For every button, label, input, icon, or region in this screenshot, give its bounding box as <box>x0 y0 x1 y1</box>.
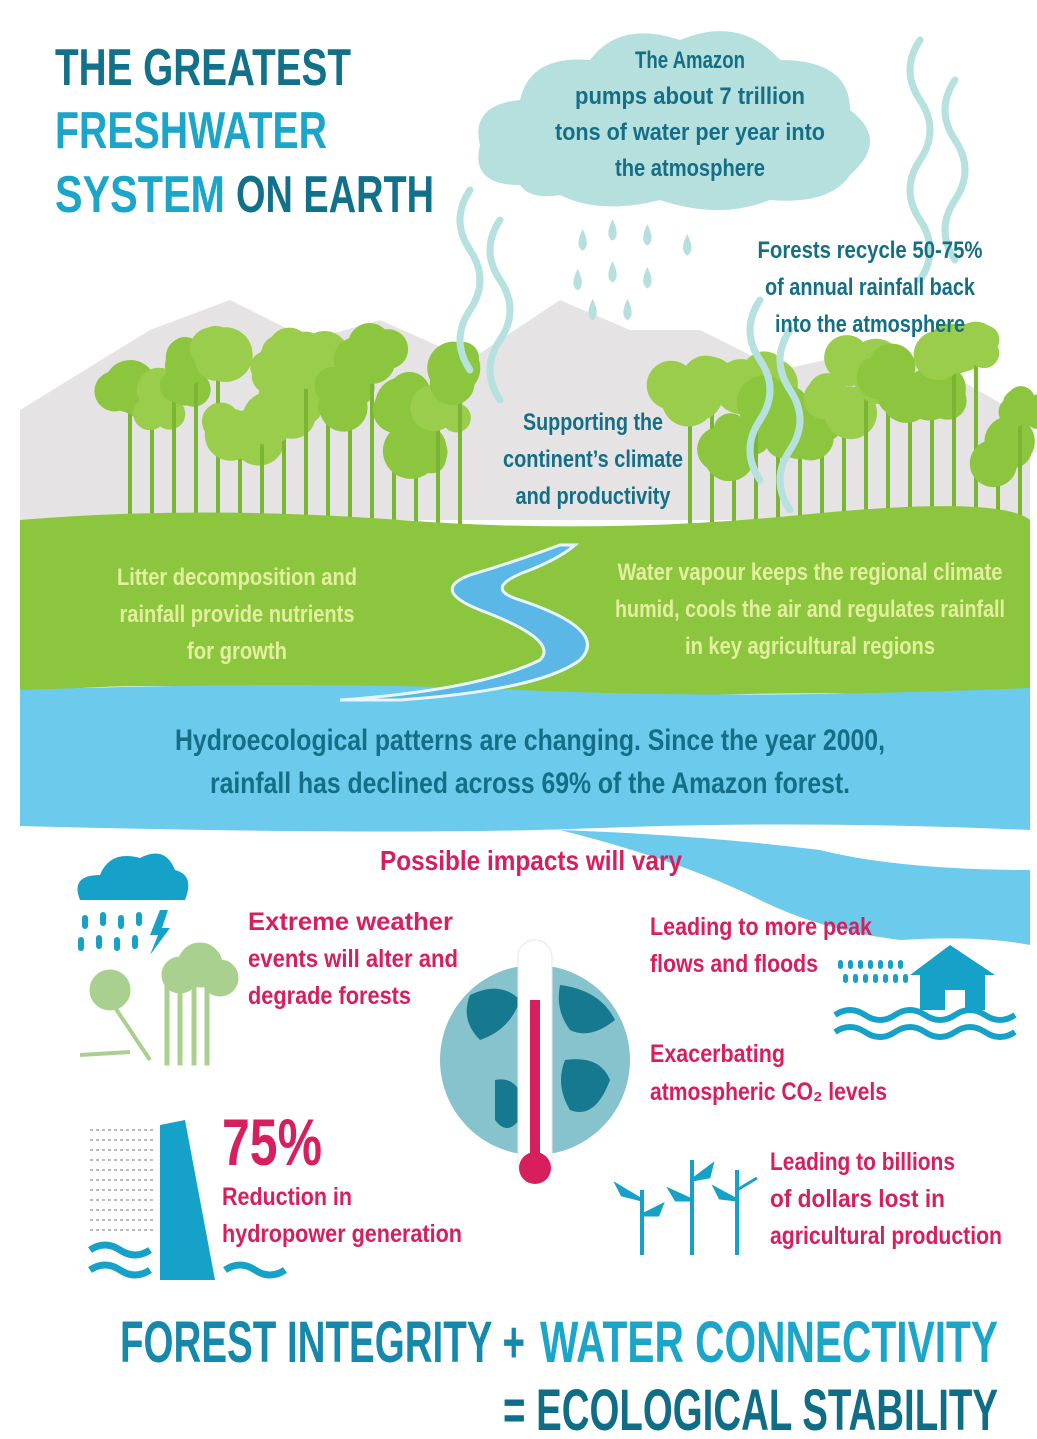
hydropower-stat: 75% <box>222 1105 322 1179</box>
callout-line: of annual rainfall back <box>765 274 976 301</box>
storm-icon <box>78 854 189 955</box>
rain-dot <box>848 960 853 969</box>
callout-line: in key agricultural regions <box>685 633 935 660</box>
rain-dot <box>888 960 893 969</box>
callout-line: rainfall has declined across 69% of the … <box>210 767 850 800</box>
title: THE GREATEST FRESHWATER SYSTEM ON EARTH <box>55 39 434 224</box>
rain-dot <box>898 960 903 969</box>
water-band <box>20 685 1030 832</box>
raindrop <box>588 299 596 321</box>
rain-dot <box>903 974 908 983</box>
raindrop <box>608 261 616 283</box>
crops-icon <box>617 1160 757 1255</box>
infographic: THE GREATEST FRESHWATER SYSTEM ON EARTH … <box>0 0 1037 1439</box>
rain-dot <box>858 960 863 969</box>
callout-line: Leading to billions <box>770 1148 955 1176</box>
raindrop <box>643 224 651 246</box>
callout-line: rainfall provide nutrients <box>120 601 355 628</box>
callout-line: for growth <box>187 638 287 665</box>
callout-line: the atmosphere <box>615 155 765 182</box>
tree-crown <box>133 397 166 430</box>
callout-line: continent’s climate <box>503 446 683 473</box>
callout-line: humid, cools the air and regulates rainf… <box>615 596 1005 623</box>
callout-line: atmospheric CO₂ levels <box>650 1078 887 1106</box>
callout-line: The Amazon <box>635 47 745 74</box>
tree-crown <box>348 337 395 384</box>
globe-icon <box>440 940 630 1184</box>
raindrop <box>643 267 651 289</box>
rain-dot <box>883 974 888 983</box>
rain-dot <box>863 974 868 983</box>
tree-crown <box>198 326 233 361</box>
callout-line: degrade forests <box>248 982 411 1010</box>
footer-part: FOREST INTEGRITY + <box>120 1310 525 1375</box>
footer-part: WATER CONNECTIVITY <box>540 1310 998 1375</box>
callout-line: pumps about 7 trillion <box>575 83 805 110</box>
callout-line: of dollars lost in <box>770 1185 945 1213</box>
footer-line: = ECOLOGICAL STABILITY <box>503 1378 998 1439</box>
callout-line: Supporting the <box>523 409 663 436</box>
callout-line: Hydroecological patterns are changing. S… <box>175 724 885 757</box>
raindrop <box>573 269 581 291</box>
title-highlight: SYSTEM <box>55 166 225 224</box>
callout-line: into the atmosphere <box>775 311 965 338</box>
callout-line: tons of water per year into <box>555 119 825 146</box>
rain-dot <box>838 960 843 969</box>
callout-line: Water vapour keeps the regional climate <box>618 559 1003 586</box>
rain-dot <box>843 974 848 983</box>
title-line: ON EARTH <box>236 166 434 224</box>
damaged-forest-icon <box>80 943 238 1065</box>
footer: FOREST INTEGRITY + WATER CONNECTIVITY = … <box>120 1310 998 1439</box>
callout-line: and productivity <box>516 483 672 510</box>
callout-line: Forests recycle 50-75% <box>758 237 983 264</box>
callout-line: agricultural production <box>770 1222 1002 1250</box>
callout-line: Leading to more peak <box>650 913 872 941</box>
callout-line: Extreme weather <box>248 908 453 936</box>
page: {"title": {"line1": "THE GREATEST", "lin… <box>0 0 1037 1439</box>
impacts-heading: Possible impacts will vary <box>380 845 682 876</box>
tree-crown <box>202 402 240 440</box>
raindrop <box>683 234 691 256</box>
callout-line: events will alter and <box>248 945 458 973</box>
rain-dot <box>873 974 878 983</box>
raindrop <box>608 219 616 241</box>
rain-dot <box>853 974 858 983</box>
raindrop <box>578 229 586 251</box>
tree-crown <box>383 423 439 479</box>
rain-dot <box>893 974 898 983</box>
title-line: THE GREATEST <box>55 39 351 97</box>
tree-crown <box>969 338 999 368</box>
callout-line: Reduction in <box>222 1183 352 1211</box>
callout-line: hydropower generation <box>222 1220 462 1248</box>
callout-line: Exacerbating <box>650 1040 785 1068</box>
rain-dot <box>878 960 883 969</box>
callout-line: Litter decomposition and <box>117 564 357 591</box>
title-line: FRESHWATER <box>55 102 327 160</box>
flood-icon <box>835 945 1015 1037</box>
callout-line: flows and floods <box>650 950 818 978</box>
rain-dot <box>868 960 873 969</box>
raindrop <box>623 299 631 321</box>
raindrops <box>573 219 691 320</box>
